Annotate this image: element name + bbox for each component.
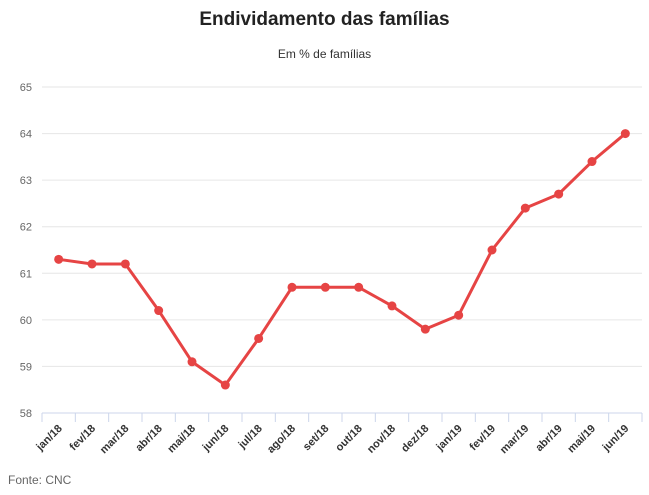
x-axis-label: jul/18 [236,423,265,452]
data-point-jun/19[interactable] [620,129,630,139]
data-point-mar/18[interactable] [120,259,130,269]
data-point-set/18[interactable] [320,282,330,292]
data-point-dez/18[interactable] [420,324,430,334]
data-point-jan/18[interactable] [54,254,64,264]
x-axis-label: jan/19 [434,423,465,454]
x-axis-label: nov/18 [365,423,398,456]
data-point-abr/18[interactable] [154,306,164,316]
x-axis-label: jun/19 [600,423,632,455]
series-line [57,132,627,387]
x-axis-label: dez/18 [399,423,431,455]
y-axis-label: 60 [20,315,32,327]
line-chart: 58 59 60 61 62 63 64 65 jan/18 fev/18 mar/18 abr/18… [20,82,643,457]
data-point-out/18[interactable] [354,282,364,292]
data-point-nov/18[interactable] [387,301,397,311]
x-axis-label: abr/19 [533,423,564,454]
data-point-abr/19[interactable] [554,189,564,199]
x-axis-label: fev/19 [468,423,499,454]
y-axis-label: 59 [20,361,32,373]
y-axis-label: 62 [20,222,32,234]
y-axis-label: 61 [20,268,32,280]
data-point-jul/18[interactable] [254,333,264,343]
x-axis-label: mar/18 [98,423,132,457]
chart-title: Endividamento das famílias [199,9,450,30]
x-axis-label: abr/18 [133,423,164,454]
x-axis-label: out/18 [333,423,364,454]
source-label: Fonte: CNC [8,473,72,487]
y-axis-label: 65 [20,82,32,94]
data-point-ago/18[interactable] [287,282,297,292]
x-axis-label: set/18 [301,423,332,454]
x-axis-label: ago/18 [265,423,298,456]
x-axis-label: mai/18 [165,423,198,456]
data-point-mar/19[interactable] [520,203,530,213]
y-axis-label: 58 [20,408,32,420]
data-point-mai/18[interactable] [187,357,197,367]
data-point-jan/19[interactable] [454,310,464,320]
x-axis-label: mai/19 [565,423,598,456]
x-axis-label: jun/18 [200,423,232,455]
data-point-mai/19[interactable] [587,157,597,167]
y-axis-label: 64 [20,129,32,141]
chart-subtitle: Em % de famílias [277,47,372,61]
data-point-fev/18[interactable] [87,259,97,269]
data-point-fev/19[interactable] [487,245,497,255]
x-axis-label: fev/18 [68,423,99,454]
data-point-jun/18[interactable] [220,380,230,390]
x-axis-label: jan/18 [34,423,65,454]
y-axis-label: 63 [20,175,32,187]
x-axis-label: mar/19 [498,423,532,457]
